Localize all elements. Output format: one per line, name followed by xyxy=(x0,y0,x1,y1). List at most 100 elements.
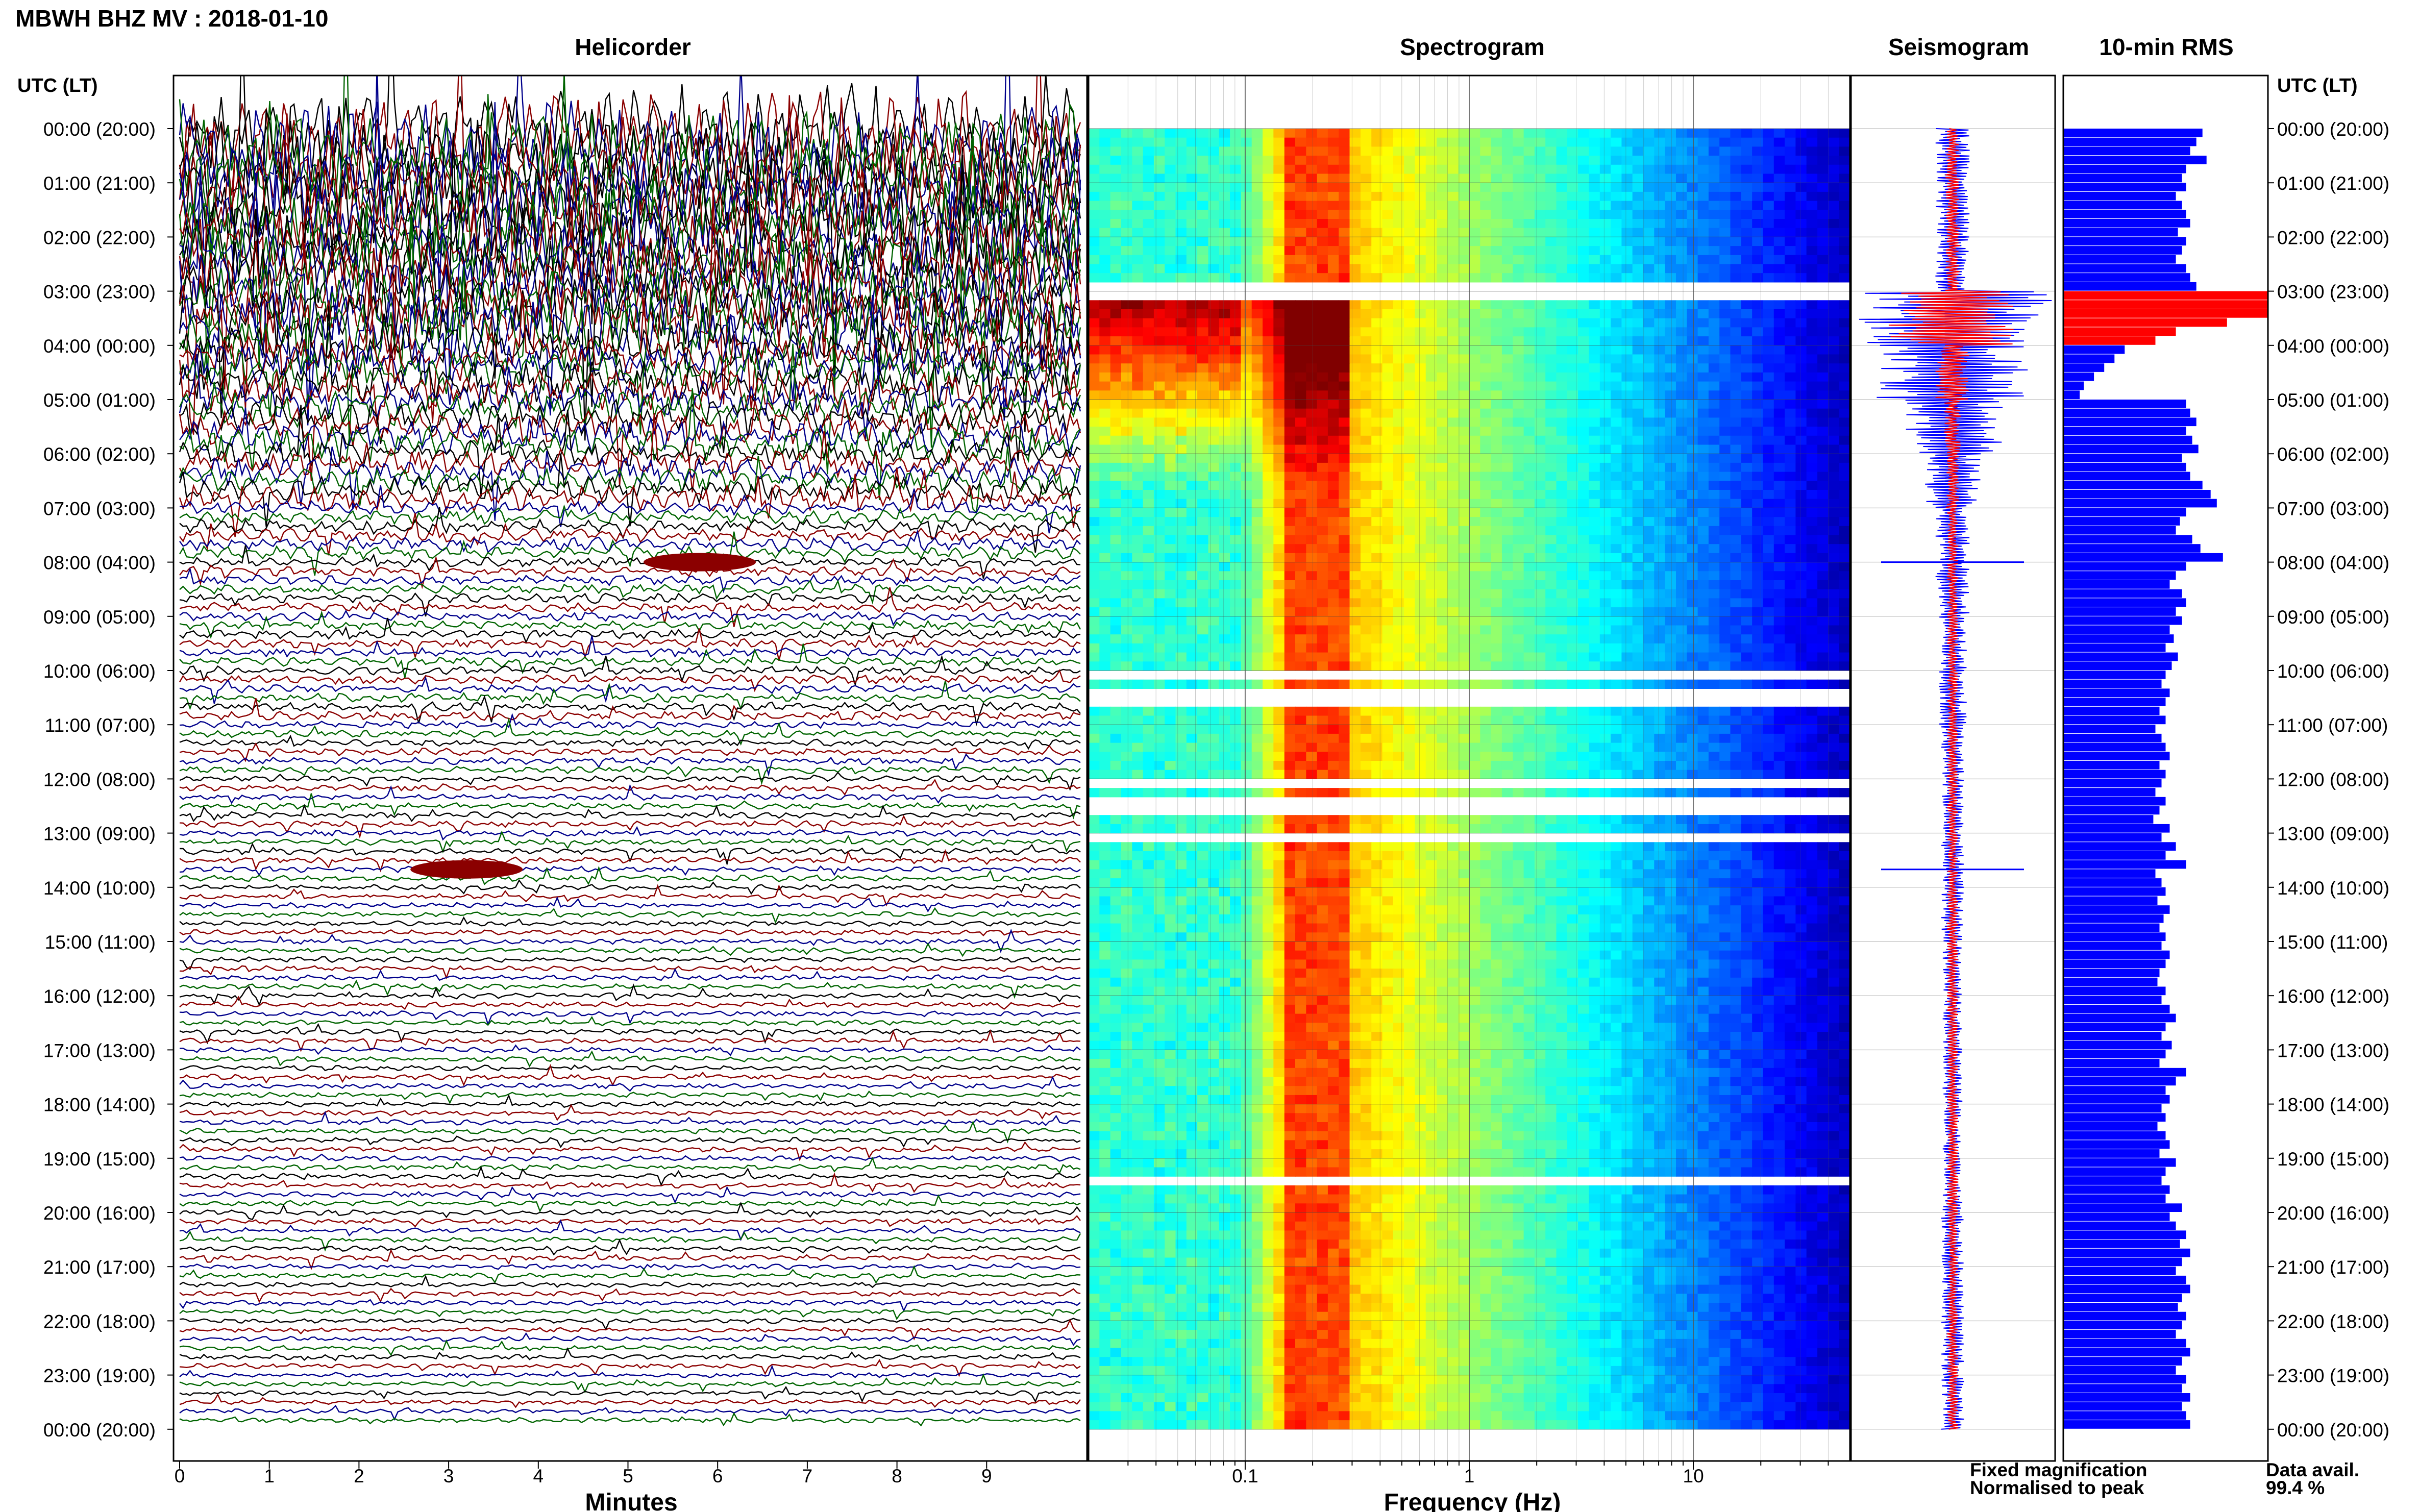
spectrogram-cell xyxy=(1654,435,1666,445)
spectrogram-cell xyxy=(1589,400,1600,409)
spectrogram-cell xyxy=(1349,255,1361,265)
spectrogram-cell xyxy=(1404,733,1415,743)
spectrogram-cell xyxy=(1153,156,1165,165)
spectrogram-cell xyxy=(1208,752,1220,761)
spectrogram-cell xyxy=(1197,788,1208,798)
spectrogram-cell xyxy=(1099,427,1111,436)
spectrogram-cell xyxy=(1241,526,1252,536)
spectrogram-cell xyxy=(1752,725,1764,734)
spectrogram-cell xyxy=(1295,363,1306,373)
helicorder-trace xyxy=(179,566,1081,593)
spectrogram-cell xyxy=(1632,788,1644,798)
spectrogram-cell xyxy=(1153,246,1165,256)
spectrogram-cell xyxy=(1611,526,1622,536)
spectrogram-cell xyxy=(1230,191,1241,202)
spectrogram-cell xyxy=(1752,146,1764,156)
spectrogram-cell xyxy=(1806,173,1818,183)
spectrogram-cell xyxy=(1208,706,1220,716)
spectrogram-cell xyxy=(1349,553,1361,563)
spectrogram-cell xyxy=(1795,264,1807,274)
spectrogram-cell xyxy=(1611,472,1622,481)
spectrogram-cell xyxy=(1556,345,1568,355)
spectrogram-cell xyxy=(1687,408,1698,418)
spectrogram-cell xyxy=(1197,553,1208,563)
spectrogram-cell xyxy=(1523,408,1535,418)
spectrogram-cell xyxy=(1339,390,1350,400)
spectrogram-cell xyxy=(1665,336,1676,346)
spectrogram-cell xyxy=(1263,472,1274,481)
spectrogram-cell xyxy=(1806,191,1818,202)
spectrogram-cell xyxy=(1730,715,1742,725)
helicorder-trace xyxy=(179,176,1081,435)
spectrogram-cell xyxy=(1437,481,1448,490)
spectrogram-cell xyxy=(1763,752,1774,761)
spectrogram-cell xyxy=(1153,435,1165,445)
spectrogram-cell xyxy=(1501,625,1513,635)
spectrogram-cell xyxy=(1534,400,1546,409)
spectrogram-cell xyxy=(1099,237,1111,246)
spectrogram-cell xyxy=(1545,481,1557,490)
spectrogram-cell xyxy=(1719,499,1731,508)
spectrogram-cell xyxy=(1089,345,1100,355)
spectrogram-cell xyxy=(1534,544,1546,554)
spectrogram-cell xyxy=(1545,454,1557,463)
spectrogram-cell xyxy=(1795,129,1807,138)
spectrogram-cell xyxy=(1621,300,1633,310)
spectrogram-cell xyxy=(1327,363,1339,373)
spectrogram-cell xyxy=(1295,354,1306,364)
spectrogram-cell xyxy=(1263,679,1274,689)
spectrogram-cell xyxy=(1382,462,1394,473)
spectrogram-cell xyxy=(1251,300,1263,310)
spectrogram-cell xyxy=(1175,490,1187,500)
spectrogram-cell xyxy=(1230,201,1241,210)
spectrogram-cell xyxy=(1654,517,1666,527)
spectrogram-cell xyxy=(1817,273,1829,283)
spectrogram-cell xyxy=(1263,652,1274,662)
spectrogram-cell xyxy=(1382,508,1394,517)
spectrogram-cell xyxy=(1545,770,1557,779)
spectrogram-cell xyxy=(1501,164,1513,175)
spectrogram-cell xyxy=(1284,137,1296,147)
spectrogram-cell xyxy=(1306,761,1318,771)
spectrogram-cell xyxy=(1251,363,1263,373)
spectrogram-cell xyxy=(1523,733,1535,743)
spectrogram-cell xyxy=(1534,661,1546,671)
spectrogram-cell xyxy=(1806,273,1818,283)
spectrogram-cell xyxy=(1327,544,1339,554)
spectrogram-cell xyxy=(1773,725,1785,734)
spectrogram-cell xyxy=(1752,643,1764,653)
spectrogram-cell xyxy=(1730,481,1742,490)
spectrogram-cell xyxy=(1153,490,1165,500)
spectrogram-cell xyxy=(1197,535,1208,544)
spectrogram-cell xyxy=(1339,129,1350,138)
spectrogram-cell xyxy=(1501,535,1513,544)
spectrogram-cell xyxy=(1295,481,1306,490)
spectrogram-cell xyxy=(1491,318,1502,328)
spectrogram-cell xyxy=(1121,183,1132,192)
spectrogram-cell xyxy=(1208,417,1220,427)
spectrogram-cell xyxy=(1621,652,1633,662)
spectrogram-cell xyxy=(1089,435,1100,445)
spectrogram-cell xyxy=(1632,345,1644,355)
spectrogram-cell xyxy=(1501,761,1513,771)
spectrogram-cell xyxy=(1273,129,1285,138)
spectrogram-cell xyxy=(1295,607,1306,617)
spectrogram-cell xyxy=(1697,173,1709,183)
spectrogram-cell xyxy=(1501,255,1513,265)
spectrogram-cell xyxy=(1208,454,1220,463)
spectrogram-cell xyxy=(1839,788,1850,798)
spectrogram-cell xyxy=(1360,733,1372,743)
spectrogram-cell xyxy=(1730,363,1742,373)
spectrogram-cell xyxy=(1480,156,1492,165)
spectrogram-cell xyxy=(1339,643,1350,653)
spectrogram-cell xyxy=(1730,499,1742,508)
spectrogram-cell xyxy=(1534,219,1546,229)
spectrogram-cell xyxy=(1632,742,1644,752)
spectrogram-cell xyxy=(1806,472,1818,481)
spectrogram-cell xyxy=(1828,400,1840,409)
spectrogram-cell xyxy=(1121,616,1132,626)
helicorder-trace xyxy=(179,865,1081,879)
spectrogram-cell xyxy=(1404,372,1415,382)
spectrogram-cell xyxy=(1153,706,1165,716)
spectrogram-cell xyxy=(1817,733,1829,743)
